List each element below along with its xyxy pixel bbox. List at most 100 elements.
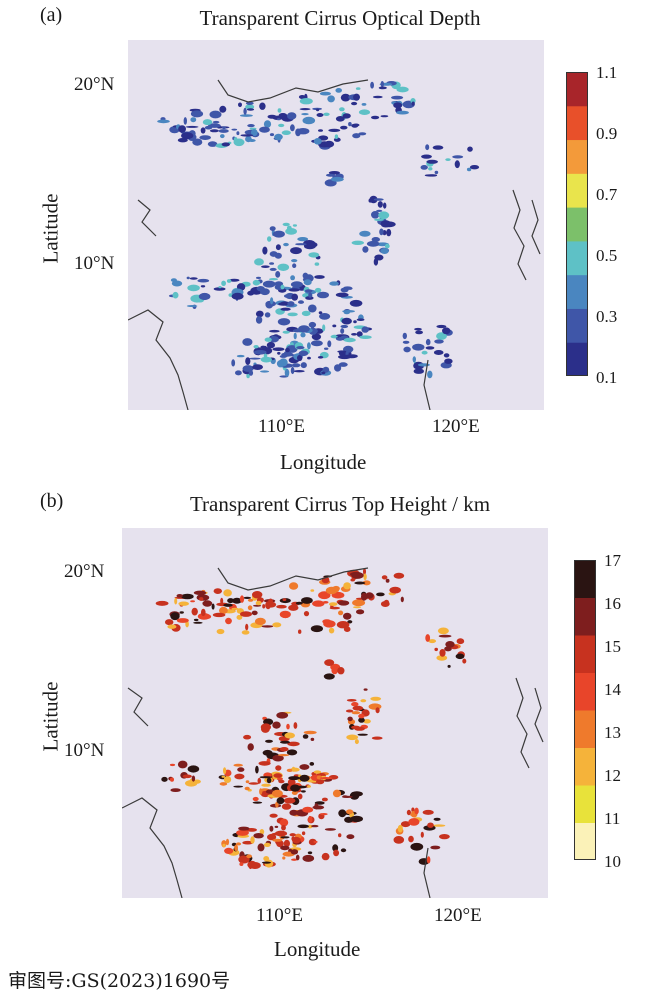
cloud-blob <box>326 173 335 177</box>
cloud-blob <box>238 102 242 108</box>
cloud-blob <box>380 115 389 118</box>
cloud-blob <box>224 847 234 854</box>
cloud-blob <box>355 87 361 90</box>
cloud-blob <box>371 736 383 740</box>
cloud-blob <box>216 628 225 635</box>
cloud-blob <box>279 747 289 752</box>
cloud-blob <box>443 353 450 358</box>
cloud-blob <box>257 777 262 784</box>
cloud-blob <box>247 743 254 751</box>
cloud-blob <box>274 830 288 837</box>
cloud-blob <box>316 779 325 785</box>
cloud-blob <box>267 114 277 119</box>
cloud-blob <box>261 861 272 864</box>
cloud-blob <box>298 300 304 304</box>
cloud-blob <box>319 313 331 320</box>
cloud-blob <box>274 133 283 141</box>
cloud-blob <box>422 809 434 815</box>
panel-b-colorbar <box>574 560 596 860</box>
cloud-blob <box>256 286 265 292</box>
cloud-blob <box>343 612 352 620</box>
cloud-blob <box>181 593 194 600</box>
cloud-blob <box>352 705 364 711</box>
panel-a-cloud-field <box>157 81 480 379</box>
panel-b-ylabel: Latitude <box>38 681 63 752</box>
cloud-blob <box>455 653 465 660</box>
colorbar-step <box>566 342 588 376</box>
panel-a-lon-tick-110: 110°E <box>258 416 305 437</box>
cloud-blob <box>276 712 289 719</box>
cloud-blob <box>342 310 355 313</box>
cloud-blob <box>252 591 263 599</box>
cloud-blob <box>260 723 272 731</box>
cloud-blob <box>219 606 228 615</box>
cloud-blob <box>444 358 453 364</box>
panel-a-lon-tick-120: 120°E <box>432 416 480 437</box>
cloud-blob <box>269 813 278 818</box>
cloud-blob <box>172 291 179 299</box>
cloud-blob <box>193 621 203 624</box>
cloud-blob <box>351 725 361 730</box>
cloud-blob <box>292 263 297 268</box>
cloud-blob <box>225 838 230 846</box>
cloud-blob <box>328 171 340 175</box>
cloud-blob <box>302 854 315 862</box>
cloud-blob <box>208 123 221 128</box>
cloud-blob <box>263 842 271 847</box>
cloud-blob <box>303 279 312 286</box>
cloud-blob <box>393 572 405 579</box>
cloud-blob <box>241 630 250 635</box>
cloud-blob <box>337 600 350 606</box>
cloud-blob <box>235 842 242 846</box>
cloud-blob <box>212 612 226 618</box>
cloud-blob <box>297 824 309 829</box>
cloud-blob <box>304 289 313 293</box>
cloud-blob <box>272 838 283 842</box>
cloud-blob <box>334 364 342 372</box>
cloud-blob <box>218 129 229 133</box>
cloud-blob <box>213 287 226 291</box>
cloud-blob <box>170 788 181 792</box>
cloud-blob <box>249 862 261 869</box>
panel-b-cb-label-10: 10 <box>604 852 621 871</box>
cloud-blob <box>333 849 340 857</box>
cloud-blob <box>284 368 290 377</box>
cloud-blob <box>212 120 220 124</box>
cloud-blob <box>187 765 200 773</box>
cloud-blob <box>439 649 446 657</box>
panel-b-cb-label-11: 11 <box>604 809 621 828</box>
cloud-blob <box>297 354 303 362</box>
cloud-blob <box>343 626 351 632</box>
cloud-blob <box>237 767 245 772</box>
cloud-blob <box>283 797 296 804</box>
cloud-blob <box>408 835 414 843</box>
cloud-blob <box>356 331 363 337</box>
cloud-blob <box>264 312 271 318</box>
cloud-blob <box>245 104 255 110</box>
cloud-blob <box>311 340 323 347</box>
cloud-blob <box>247 605 253 611</box>
cloud-blob <box>281 824 286 831</box>
cloud-blob <box>295 243 307 246</box>
cloud-blob <box>303 730 317 735</box>
cloud-blob <box>307 342 311 350</box>
cloud-blob <box>280 836 290 839</box>
cloud-blob <box>337 350 347 353</box>
cloud-blob <box>228 278 240 282</box>
cloud-blob <box>290 281 303 288</box>
cloud-blob <box>290 275 295 281</box>
colorbar-step <box>566 105 588 141</box>
cloud-blob <box>430 845 441 850</box>
cloud-blob <box>324 140 335 148</box>
cloud-blob <box>417 363 430 367</box>
cloud-blob <box>259 126 270 133</box>
cloud-blob <box>339 107 345 112</box>
cloud-blob <box>221 142 230 147</box>
cloud-blob <box>396 110 409 115</box>
colorbar-step <box>574 710 596 748</box>
cloud-blob <box>335 292 349 298</box>
cloud-blob <box>181 132 194 140</box>
cloud-blob <box>275 765 282 771</box>
cloud-blob <box>263 856 270 862</box>
cloud-blob <box>200 285 206 288</box>
